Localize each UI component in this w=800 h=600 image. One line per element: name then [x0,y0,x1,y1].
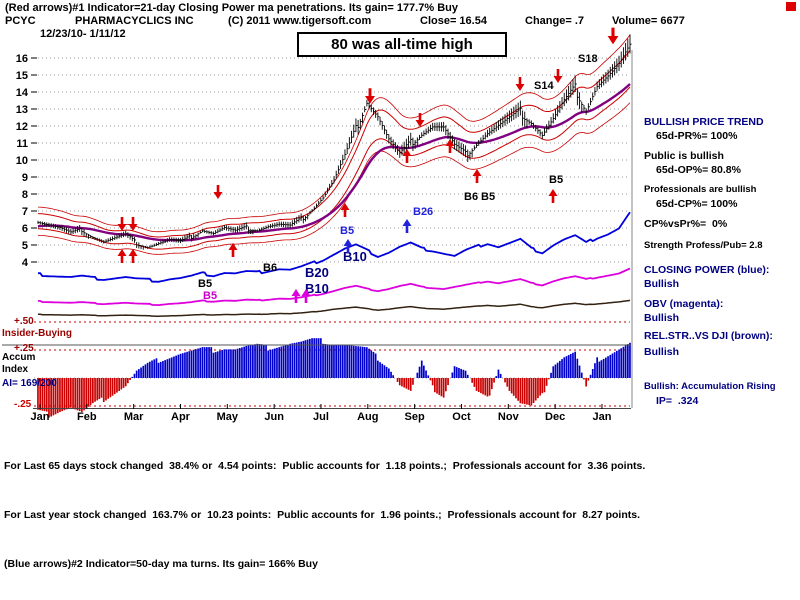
svg-text:9: 9 [22,172,28,184]
scale-plus25-label: +.25 [14,343,34,354]
accumulation-status: Bullish: Accumulation Rising [644,381,776,392]
svg-text:B26: B26 [413,206,433,218]
svg-text:May: May [217,411,239,423]
svg-text:B5: B5 [549,174,563,186]
svg-text:B5: B5 [481,191,495,203]
svg-text:B10: B10 [343,249,367,264]
svg-text:Jan: Jan [592,411,611,423]
svg-text:Mar: Mar [124,411,144,423]
closing-power-status: Bullish [644,278,680,290]
svg-text:16: 16 [16,53,28,65]
svg-text:10: 10 [16,155,28,167]
svg-text:12: 12 [16,121,28,133]
close-value: Close= 16.54 [420,15,487,27]
svg-text:S14: S14 [534,80,554,92]
svg-text:11: 11 [16,138,28,150]
scale-minus25-label: -.25 [14,399,32,410]
bullish-price-trend-heading: BULLISH PRICE TREND [644,116,764,128]
professionals-bullish-text: Professionals are bullish [644,184,757,195]
ai-value-label: AI= 169/200 [2,378,57,389]
svg-text:13: 13 [16,104,28,116]
svg-text:Nov: Nov [498,411,520,423]
scale-plus50-label: +.50 [14,316,34,327]
svg-text:7: 7 [22,206,28,218]
svg-text:14: 14 [16,87,29,99]
relstr-heading: REL.STR..VS DJI (brown): [644,330,773,342]
accum-label: Accum [2,352,36,363]
footer-block: For Last 65 days stock changed 38.4% or … [4,424,645,600]
footer-line-3: (Blue arrows)#2 Indicator=50-day ma turn… [4,558,318,570]
date-range: 12/23/10- 1/11/12 [40,28,126,40]
svg-text:Jul: Jul [313,411,329,423]
svg-text:B6: B6 [263,262,277,274]
svg-text:5: 5 [22,240,28,252]
svg-text:B20: B20 [305,265,329,280]
copyright-link: (C) 2011 www.tigersoft.com [228,15,372,27]
public-bullish-text: Public is bullish [644,150,724,162]
svg-text:B5: B5 [203,290,217,302]
volume-value: Volume= 6677 [612,15,685,27]
footer-line-1: For Last 65 days stock changed 38.4% or … [4,460,646,472]
relstr-status: Bullish [644,346,680,358]
svg-text:B10: B10 [305,281,329,296]
index-label: Index [2,364,29,375]
svg-text:15: 15 [16,70,28,82]
svg-text:Aug: Aug [357,411,378,423]
insider-buying-label: Insider-Buying [2,328,73,339]
svg-text:8: 8 [22,189,28,201]
red-corner-marker [786,2,796,11]
op-65d-value: 65d-OP%= 80.8% [656,164,741,176]
svg-text:Oct: Oct [452,411,471,423]
strength-ratio-value: Strength Profess/Pub= 2.8 [644,240,763,251]
svg-text:B6: B6 [464,191,478,203]
svg-text:S18: S18 [578,53,598,65]
closing-power-heading: CLOSING POWER (blue): [644,264,770,276]
svg-text:6: 6 [22,223,28,235]
svg-text:Sep: Sep [405,411,425,423]
obv-status: Bullish [644,312,680,324]
company-name: PHARMACYCLICS INC [75,15,194,27]
svg-text:Feb: Feb [77,411,97,423]
obv-heading: OBV (magenta): [644,298,724,310]
all-time-high-callout: 80 was all-time high [297,32,507,57]
svg-text:Apr: Apr [171,411,191,423]
ip-value: IP= .324 [656,395,699,407]
ticker-symbol: PCYC [5,15,36,27]
cp-vs-pr-value: CP%vsPr%= 0% [644,218,728,230]
svg-text:Jun: Jun [264,411,284,423]
svg-text:Dec: Dec [545,411,565,423]
svg-text:B5: B5 [340,225,354,237]
pr-65d-value: 65d-PR%= 100% [656,130,738,142]
footer-line-2: For Last year stock changed 163.7% or 10… [4,509,641,521]
cp-65d-value: 65d-CP%= 100% [656,198,738,210]
indicator1-legend: (Red arrows)#1 Indicator=21-day Closing … [5,2,458,14]
change-value: Change= .7 [525,15,584,27]
svg-text:Jan: Jan [31,411,50,423]
svg-text:B5: B5 [198,278,212,290]
svg-text:4: 4 [22,257,29,269]
